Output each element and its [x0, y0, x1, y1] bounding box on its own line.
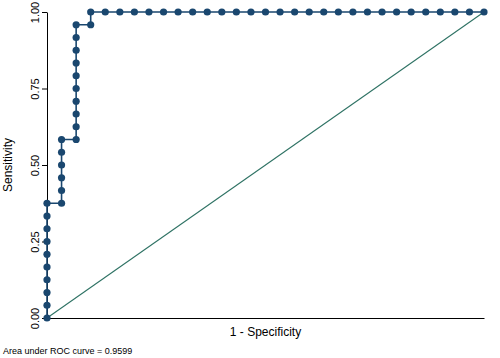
- roc-point: [262, 8, 269, 15]
- roc-point: [451, 8, 458, 15]
- roc-point: [437, 8, 444, 15]
- plot-area: 0.00 0.25 0.50 0.75 1.00: [29, 2, 488, 329]
- roc-point: [480, 8, 487, 15]
- y-tick-mark: [42, 165, 47, 166]
- roc-point: [73, 136, 80, 143]
- y-tick: 0.75: [29, 78, 47, 99]
- roc-point: [73, 85, 80, 92]
- roc-point: [422, 8, 429, 15]
- roc-point: [58, 174, 65, 181]
- roc-point: [43, 225, 50, 232]
- x-axis-title: 1 - Specificity: [230, 325, 301, 339]
- y-tick-label: 0.00: [29, 308, 41, 329]
- roc-point: [73, 47, 80, 54]
- roc-point: [276, 8, 283, 15]
- roc-point: [378, 8, 385, 15]
- roc-point: [87, 21, 94, 28]
- y-axis-title: Sensitivity: [1, 138, 15, 192]
- data-layer: [43, 8, 487, 321]
- y-tick: 0.50: [29, 155, 47, 176]
- x-axis: [48, 318, 485, 319]
- roc-point: [43, 251, 50, 258]
- roc-point: [189, 8, 196, 15]
- roc-point: [73, 21, 80, 28]
- roc-point: [204, 8, 211, 15]
- y-tick-label: 0.25: [29, 231, 41, 252]
- roc-point: [73, 72, 80, 79]
- roc-point: [160, 8, 167, 15]
- roc-point: [73, 110, 80, 117]
- roc-point: [58, 200, 65, 207]
- roc-point: [349, 8, 356, 15]
- y-tick-label: 1.00: [29, 2, 41, 23]
- roc-point: [58, 187, 65, 194]
- roc-point: [320, 8, 327, 15]
- roc-point: [43, 276, 50, 283]
- y-tick-mark: [42, 12, 47, 13]
- roc-point: [43, 314, 50, 321]
- roc-point: [408, 8, 415, 15]
- roc-point: [102, 8, 109, 15]
- roc-point: [73, 98, 80, 105]
- roc-point: [306, 8, 313, 15]
- roc-point: [43, 263, 50, 270]
- y-tick-label: 0.75: [29, 78, 41, 99]
- roc-point: [43, 302, 50, 309]
- roc-point: [43, 289, 50, 296]
- roc-line: [47, 12, 484, 318]
- y-tick: 1.00: [29, 2, 47, 23]
- roc-point: [466, 8, 473, 15]
- roc-point: [43, 200, 50, 207]
- roc-point: [58, 149, 65, 156]
- y-tick-label: 0.50: [29, 155, 41, 176]
- roc-point: [116, 8, 123, 15]
- roc-point: [58, 136, 65, 143]
- roc-point: [58, 161, 65, 168]
- roc-point: [291, 8, 298, 15]
- roc-point: [73, 34, 80, 41]
- roc-point: [247, 8, 254, 15]
- y-tick-mark: [42, 89, 47, 90]
- roc-point: [218, 8, 225, 15]
- reference-line: [47, 12, 484, 318]
- roc-point: [145, 8, 152, 15]
- note: Area under ROC curve = 0.9599: [3, 346, 132, 356]
- roc-point: [233, 8, 240, 15]
- roc-point: [43, 238, 50, 245]
- roc-point: [393, 8, 400, 15]
- chart: 0.00 0.25 0.50 0.75 1.00 1 - Specificity Sensi…: [0, 0, 500, 358]
- roc-point: [175, 8, 182, 15]
- x-axis-line: [48, 318, 485, 319]
- roc-point: [87, 8, 94, 15]
- roc-point: [335, 8, 342, 15]
- roc-point: [73, 123, 80, 130]
- roc-point: [43, 212, 50, 219]
- roc-point: [73, 59, 80, 66]
- roc-point: [131, 8, 138, 15]
- roc-point: [364, 8, 371, 15]
